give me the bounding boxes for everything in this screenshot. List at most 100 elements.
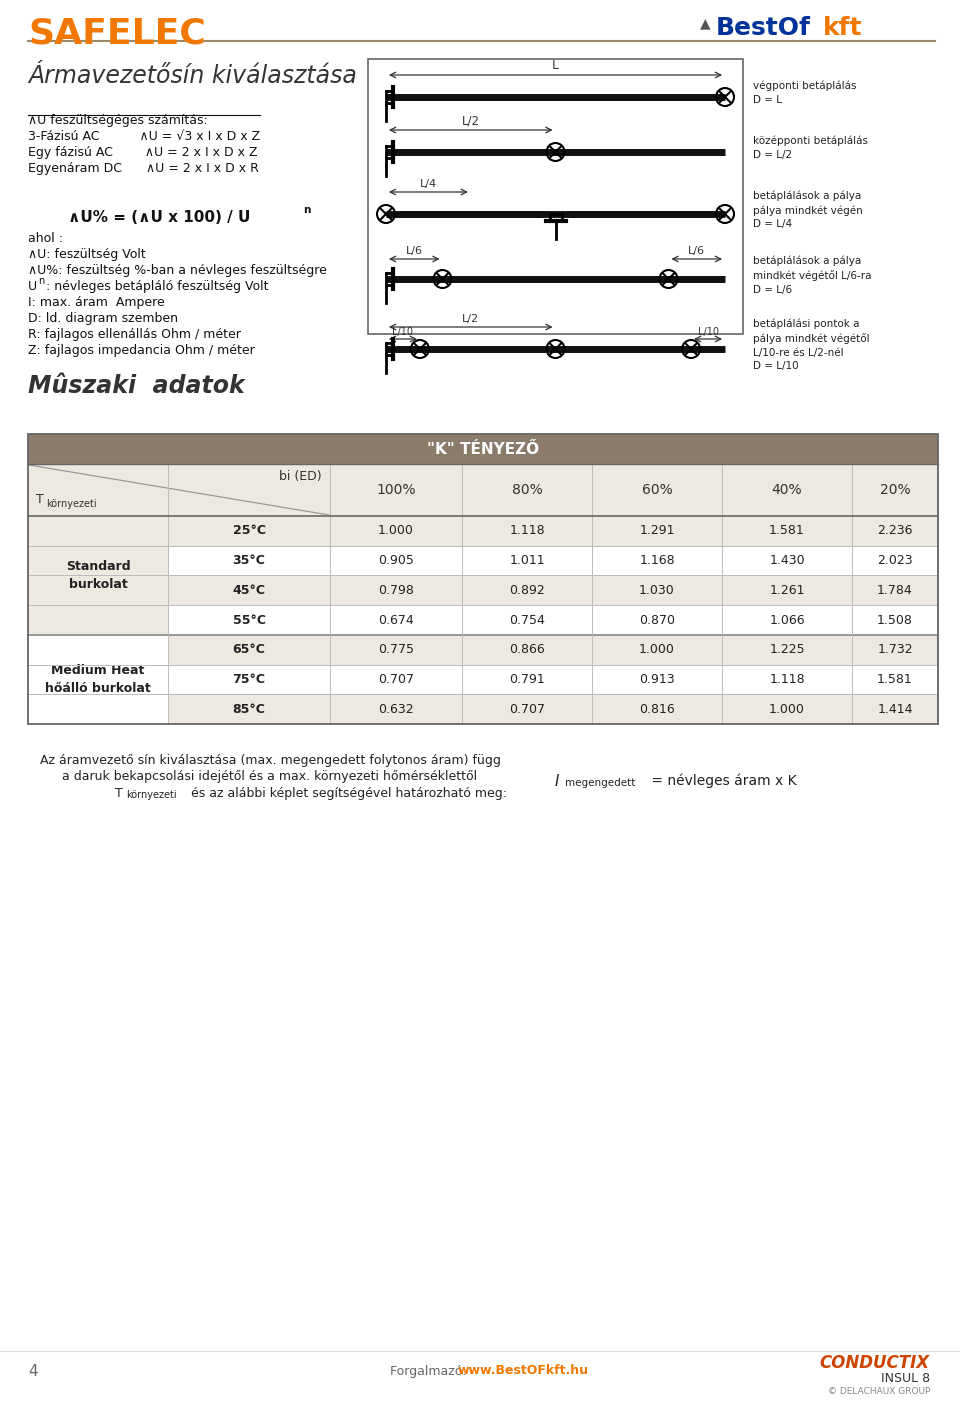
Text: 1.784: 1.784 xyxy=(877,583,913,597)
Text: 1.011: 1.011 xyxy=(509,554,545,566)
Text: középponti betáplálás
D = L/2: középponti betáplálás D = L/2 xyxy=(753,135,868,161)
Text: Forgalmazó:: Forgalmazó: xyxy=(390,1364,470,1378)
Text: CONDUCTIX: CONDUCTIX xyxy=(820,1354,930,1372)
FancyBboxPatch shape xyxy=(28,635,168,724)
Text: L/2: L/2 xyxy=(462,314,479,324)
Text: ∧U feszültségéges számítás:: ∧U feszültségéges számítás: xyxy=(28,114,207,127)
Text: 85°C: 85°C xyxy=(232,703,265,716)
Text: Ármavezetősín kiválasztása: Ármavezetősín kiválasztása xyxy=(28,63,357,87)
FancyBboxPatch shape xyxy=(722,604,852,635)
FancyBboxPatch shape xyxy=(852,635,938,665)
FancyBboxPatch shape xyxy=(168,604,330,635)
Text: 0.791: 0.791 xyxy=(509,674,545,686)
Text: ahol :: ahol : xyxy=(28,232,63,245)
Text: "K" TÉNYEZŐ: "K" TÉNYEZŐ xyxy=(427,441,540,457)
Text: 1.118: 1.118 xyxy=(769,674,804,686)
Text: 0.707: 0.707 xyxy=(509,703,545,716)
Text: L: L xyxy=(552,59,559,72)
Text: 0.775: 0.775 xyxy=(378,644,414,657)
Text: a daruk bekapcsolási idejétől és a max. környezeti hőmérséklettől: a daruk bekapcsolási idejétől és a max. … xyxy=(62,769,477,783)
FancyBboxPatch shape xyxy=(592,545,722,575)
Text: és az alábbi képlet segítségével határozható meg:: és az alábbi képlet segítségével határoz… xyxy=(187,788,507,800)
FancyBboxPatch shape xyxy=(592,575,722,604)
FancyBboxPatch shape xyxy=(462,516,592,545)
Text: Egyenáram DC      ∧U = 2 x I x D x R: Egyenáram DC ∧U = 2 x I x D x R xyxy=(28,162,259,175)
Text: 0.892: 0.892 xyxy=(509,583,545,597)
Text: 100%: 100% xyxy=(376,483,416,497)
Text: betáplálások a pálya
pálya mindkét végén
D = L/4: betáplálások a pálya pálya mindkét végén… xyxy=(753,190,863,230)
Text: Standard
burkolat: Standard burkolat xyxy=(65,559,131,590)
Text: L/10: L/10 xyxy=(393,327,414,337)
FancyBboxPatch shape xyxy=(330,695,462,724)
FancyBboxPatch shape xyxy=(462,695,592,724)
FancyBboxPatch shape xyxy=(462,665,592,695)
FancyBboxPatch shape xyxy=(852,604,938,635)
FancyBboxPatch shape xyxy=(462,635,592,665)
Text: 1.225: 1.225 xyxy=(769,644,804,657)
FancyBboxPatch shape xyxy=(722,635,852,665)
Text: 1.000: 1.000 xyxy=(378,524,414,537)
Text: 0.816: 0.816 xyxy=(639,703,675,716)
FancyBboxPatch shape xyxy=(28,434,938,464)
Text: I: max. áram  Ampere: I: max. áram Ampere xyxy=(28,296,165,309)
Text: 0.905: 0.905 xyxy=(378,554,414,566)
Text: 4: 4 xyxy=(28,1364,37,1378)
Text: 1.291: 1.291 xyxy=(639,524,675,537)
Text: L/4: L/4 xyxy=(420,179,437,189)
FancyBboxPatch shape xyxy=(852,545,938,575)
FancyBboxPatch shape xyxy=(28,516,168,635)
Text: 65°C: 65°C xyxy=(232,644,265,657)
FancyBboxPatch shape xyxy=(330,545,462,575)
FancyBboxPatch shape xyxy=(722,695,852,724)
Text: 1.000: 1.000 xyxy=(639,644,675,657)
FancyBboxPatch shape xyxy=(28,464,938,516)
Text: n: n xyxy=(303,204,310,216)
FancyBboxPatch shape xyxy=(592,635,722,665)
FancyBboxPatch shape xyxy=(852,695,938,724)
FancyBboxPatch shape xyxy=(592,665,722,695)
Text: 1.118: 1.118 xyxy=(509,524,545,537)
Text: 1.430: 1.430 xyxy=(769,554,804,566)
Text: 0.632: 0.632 xyxy=(378,703,414,716)
FancyBboxPatch shape xyxy=(168,575,330,604)
Text: 3-Fázisú AC          ∧U = √3 x I x D x Z: 3-Fázisú AC ∧U = √3 x I x D x Z xyxy=(28,130,260,142)
Text: 1.508: 1.508 xyxy=(877,613,913,627)
FancyBboxPatch shape xyxy=(330,516,462,545)
Text: 75°C: 75°C xyxy=(232,674,266,686)
Text: L/6: L/6 xyxy=(688,247,706,256)
Text: L/10: L/10 xyxy=(698,327,718,337)
Text: : névleges betápláló feszültség Volt: : névleges betápláló feszültség Volt xyxy=(46,280,269,293)
Text: 60%: 60% xyxy=(641,483,672,497)
Text: Z: fajlagos impedancia Ohm / méter: Z: fajlagos impedancia Ohm / méter xyxy=(28,344,254,356)
Text: 0.870: 0.870 xyxy=(639,613,675,627)
Text: BestOf: BestOf xyxy=(716,15,811,39)
Text: © DELACHAUX GROUP: © DELACHAUX GROUP xyxy=(828,1386,930,1395)
FancyBboxPatch shape xyxy=(168,665,330,695)
Text: 2.023: 2.023 xyxy=(877,554,913,566)
Text: 1.168: 1.168 xyxy=(639,554,675,566)
Text: ∧U% = (∧U x 100) / U: ∧U% = (∧U x 100) / U xyxy=(68,210,251,225)
Text: D: ld. diagram szemben: D: ld. diagram szemben xyxy=(28,311,178,325)
Text: Medium Heat
hőálló burkolat: Medium Heat hőálló burkolat xyxy=(45,664,151,695)
Text: 2.236: 2.236 xyxy=(877,524,913,537)
Text: 0.866: 0.866 xyxy=(509,644,545,657)
Text: 40%: 40% xyxy=(772,483,803,497)
Text: 1.581: 1.581 xyxy=(877,674,913,686)
Text: ▲: ▲ xyxy=(700,15,710,30)
Text: 35°C: 35°C xyxy=(232,554,265,566)
Text: Mûszaki  adatok: Mûszaki adatok xyxy=(28,373,245,397)
FancyBboxPatch shape xyxy=(168,635,330,665)
Text: 1.732: 1.732 xyxy=(877,644,913,657)
Text: 0.913: 0.913 xyxy=(639,674,675,686)
Text: SAFELEC: SAFELEC xyxy=(28,15,205,49)
Text: 55°C: 55°C xyxy=(232,613,266,627)
FancyBboxPatch shape xyxy=(168,695,330,724)
FancyBboxPatch shape xyxy=(852,665,938,695)
FancyBboxPatch shape xyxy=(330,635,462,665)
Text: Egy fázisú AC        ∧U = 2 x I x D x Z: Egy fázisú AC ∧U = 2 x I x D x Z xyxy=(28,147,257,159)
Text: T: T xyxy=(36,493,44,506)
Text: = névleges áram x K: = névleges áram x K xyxy=(647,774,797,789)
FancyBboxPatch shape xyxy=(168,516,330,545)
Text: 1.066: 1.066 xyxy=(769,613,804,627)
FancyBboxPatch shape xyxy=(722,545,852,575)
